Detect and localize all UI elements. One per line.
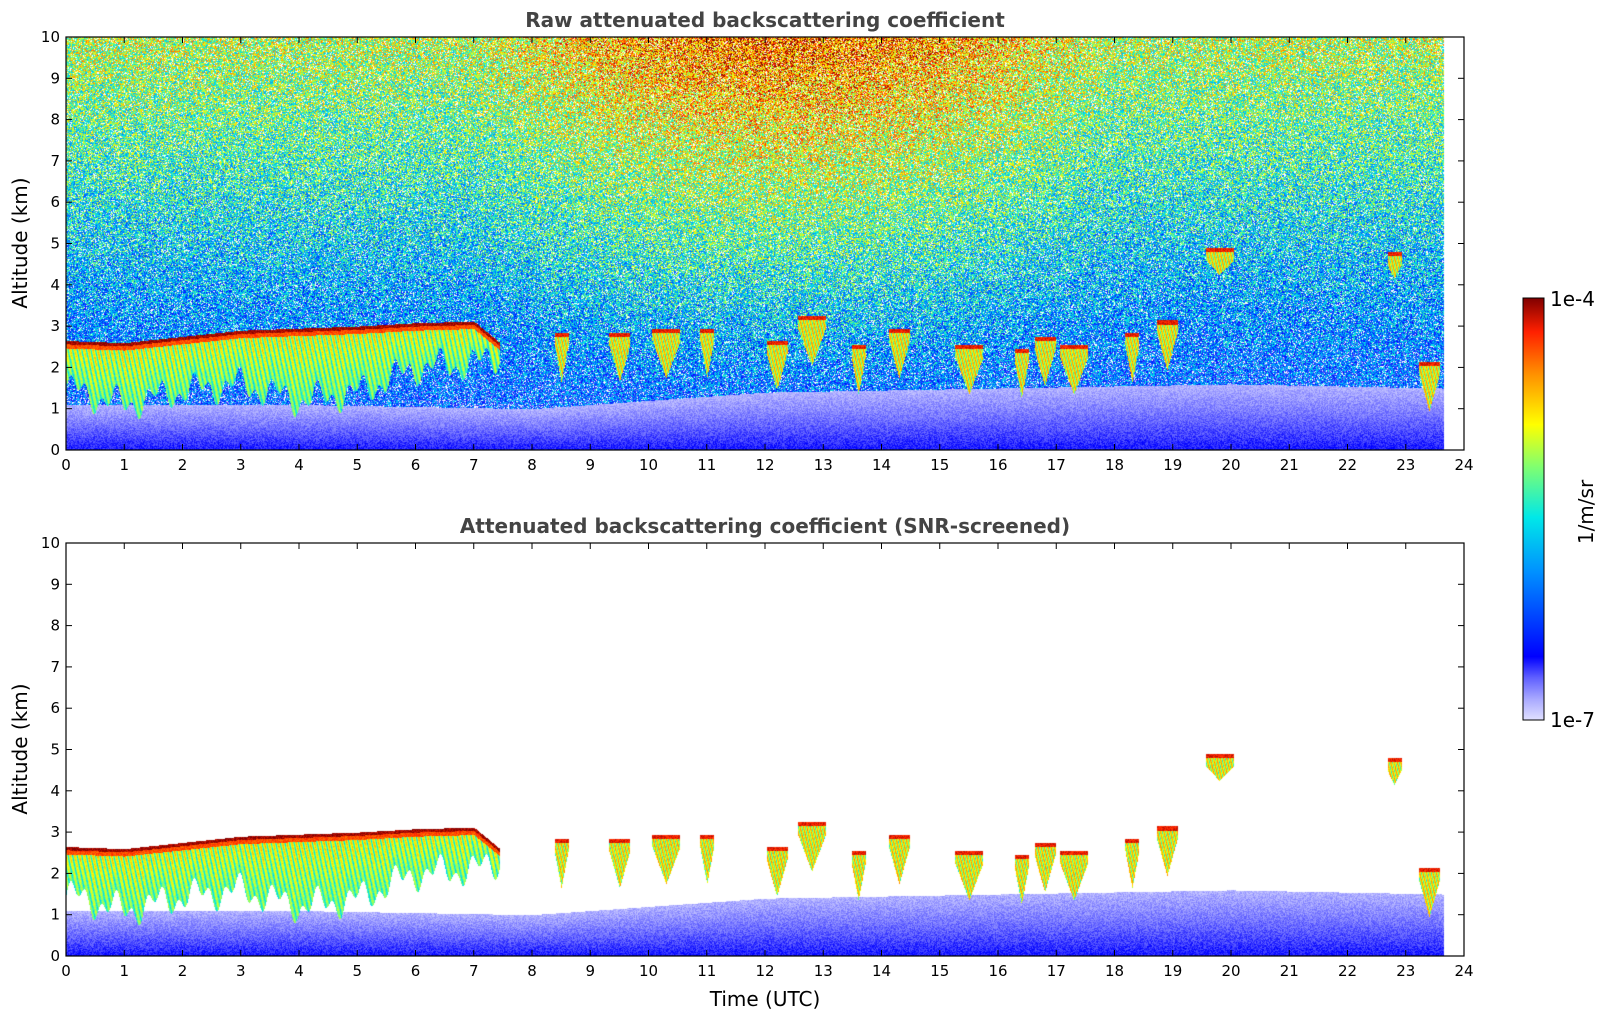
x-tick-label: 13 [814,962,833,980]
x-tick-label: 18 [1105,962,1124,980]
x-tick-label: 17 [1047,962,1066,980]
x-tick-label: 19 [1163,456,1182,474]
x-tick-label: 18 [1105,456,1124,474]
y-axis-label-raw: Altitude (km) [8,177,32,308]
x-tick-label: 2 [178,962,188,980]
y-tick-label: 3 [50,823,60,841]
x-tick-label: 0 [61,456,71,474]
colorbar: 1e-4 1e-7 1/m/sr [1522,287,1598,732]
x-tick-label: 9 [585,962,595,980]
x-tick-label: 14 [872,962,891,980]
x-tick-label: 8 [527,456,537,474]
x-tick-label: 1 [119,962,129,980]
x-tick-label: 0 [61,962,71,980]
x-tick-label: 24 [1454,962,1473,980]
x-tick-label: 4 [294,962,304,980]
x-tick-label: 22 [1338,456,1357,474]
heatmap-raw [66,37,1464,450]
x-axis-raw: 0 1 2 3 4 5 6 7 8 9 10 11 12 13 14 15 16 17 18 19 20 21 22 23 24 [61,37,1474,474]
colorbar-max-label: 1e-4 [1550,287,1595,311]
y-tick-label: 2 [50,864,60,882]
y-tick-label: 8 [50,111,60,129]
x-tick-label: 10 [639,456,658,474]
chart-title-screened: Attenuated backscattering coefficient (S… [460,514,1070,538]
x-tick-label: 6 [411,962,421,980]
x-tick-label: 20 [1221,962,1240,980]
x-tick-label: 23 [1396,456,1415,474]
x-tick-label: 7 [469,962,479,980]
y-tick-label: 10 [41,534,60,552]
y-tick-label: 1 [50,906,60,924]
y-tick-label: 0 [50,947,60,965]
y-tick-label: 3 [50,317,60,335]
x-tick-label: 9 [585,456,595,474]
x-tick-label: 10 [639,962,658,980]
y-axis-screened: 0 1 2 3 4 5 6 7 8 9 10 [41,534,1464,965]
colorbar-min-label: 1e-7 [1550,708,1595,732]
y-tick-label: 5 [50,741,60,759]
y-tick-label: 10 [41,28,60,46]
x-axis-label: Time (UTC) [709,987,821,1011]
x-tick-label: 15 [930,962,949,980]
x-axis-screened: 0 1 2 3 4 5 6 7 8 9 10 11 12 13 14 15 16 17 18 19 20 21 22 23 24 [61,543,1474,980]
x-tick-label: 14 [872,456,891,474]
x-tick-label: 19 [1163,962,1182,980]
x-tick-label: 13 [814,456,833,474]
x-tick-label: 5 [352,962,362,980]
y-tick-label: 7 [50,152,60,170]
x-tick-label: 20 [1221,456,1240,474]
x-tick-label: 23 [1396,962,1415,980]
y-tick-label: 8 [50,617,60,635]
x-tick-label: 6 [411,456,421,474]
x-tick-label: 3 [236,456,246,474]
x-tick-label: 21 [1280,962,1299,980]
x-tick-label: 22 [1338,962,1357,980]
y-tick-label: 5 [50,235,60,253]
y-tick-label: 1 [50,400,60,418]
panel-raw: Raw attenuated backscattering coefficien… [8,8,1474,474]
colorbar-gradient [1522,297,1545,721]
x-tick-label: 15 [930,456,949,474]
x-tick-label: 2 [178,456,188,474]
y-tick-label: 2 [50,358,60,376]
x-tick-label: 3 [236,962,246,980]
x-tick-label: 1 [119,456,129,474]
x-tick-label: 5 [352,456,362,474]
y-tick-label: 6 [50,193,60,211]
x-tick-label: 17 [1047,456,1066,474]
x-tick-label: 11 [697,962,716,980]
x-tick-label: 12 [755,962,774,980]
colorbar-unit-label: 1/m/sr [1574,479,1598,544]
y-axis-label-screened: Altitude (km) [8,683,32,814]
x-tick-label: 12 [755,456,774,474]
x-tick-label: 24 [1454,456,1473,474]
x-tick-label: 16 [988,456,1007,474]
x-tick-label: 21 [1280,456,1299,474]
x-tick-label: 4 [294,456,304,474]
y-axis-raw: 0 1 2 3 4 5 6 7 8 9 10 [41,28,1464,459]
panel-screened: Attenuated backscattering coefficient (S… [8,514,1474,1011]
x-tick-label: 16 [988,962,1007,980]
y-tick-label: 9 [50,575,60,593]
chart-title-raw: Raw attenuated backscattering coefficien… [525,8,1005,32]
y-tick-label: 4 [50,276,60,294]
heatmap-screened [66,543,1464,956]
y-tick-label: 7 [50,658,60,676]
y-tick-label: 4 [50,782,60,800]
x-tick-label: 11 [697,456,716,474]
x-tick-label: 7 [469,456,479,474]
y-tick-label: 6 [50,699,60,717]
y-tick-label: 0 [50,441,60,459]
y-tick-label: 9 [50,69,60,87]
x-tick-label: 8 [527,962,537,980]
